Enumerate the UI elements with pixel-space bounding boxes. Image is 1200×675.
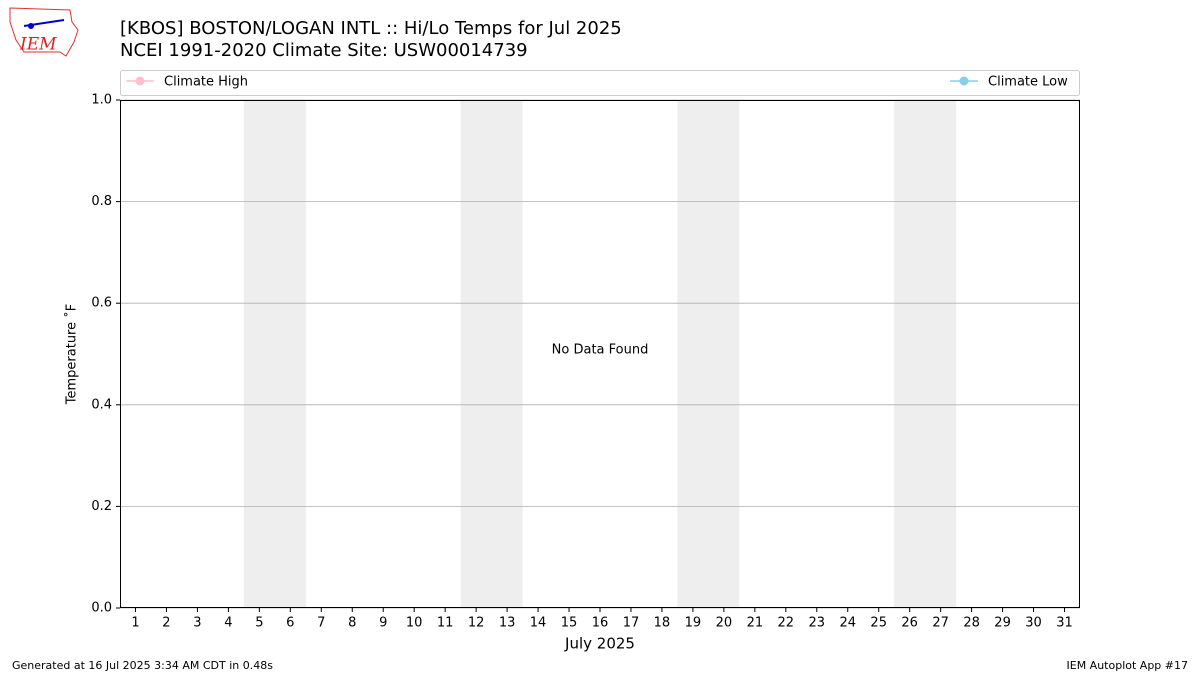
x-tick-label: 16: [592, 616, 609, 631]
shaded-range: [894, 100, 957, 608]
x-tick-label: 30: [1025, 616, 1042, 631]
y-tick-label: 1.0: [91, 93, 112, 108]
x-tick-label: 27: [932, 616, 949, 631]
x-tick-label: 19: [685, 616, 702, 631]
legend-marker: [959, 76, 969, 86]
legend-label: Climate Low: [988, 75, 1068, 90]
x-tick-label: 2: [162, 616, 170, 631]
x-tick-label: 4: [224, 616, 232, 631]
x-tick-label: 7: [317, 616, 325, 631]
shaded-range: [677, 100, 740, 608]
x-tick-label: 22: [778, 616, 795, 631]
x-tick-label: 1: [131, 616, 139, 631]
annotation: No Data Found: [552, 343, 649, 358]
x-tick-label: 28: [963, 616, 980, 631]
x-tick-label: 11: [437, 616, 454, 631]
chart-subtitle: NCEI 1991-2020 Climate Site: USW00014739: [120, 40, 528, 61]
x-tick-label: 5: [255, 616, 263, 631]
x-tick-label: 3: [193, 616, 201, 631]
x-tick-label: 6: [286, 616, 294, 631]
x-tick-label: 8: [348, 616, 356, 631]
logo-dot: [28, 23, 34, 29]
x-tick-label: 25: [870, 616, 887, 631]
x-tick-label: 10: [406, 616, 423, 631]
x-tick-label: 20: [716, 616, 733, 631]
x-tick-label: 17: [623, 616, 640, 631]
legend-label: Climate High: [164, 75, 248, 90]
x-tick-label: 26: [901, 616, 918, 631]
x-tick-label: 13: [499, 616, 516, 631]
y-tick-label: 0.2: [91, 499, 112, 514]
chart-title: [KBOS] BOSTON/LOGAN INTL :: Hi/Lo Temps …: [120, 18, 622, 39]
shaded-range: [243, 100, 306, 608]
x-tick-label: 24: [839, 616, 856, 631]
y-axis-label: Temperature ˚F: [64, 304, 80, 405]
logo-text: IEM: [19, 35, 57, 55]
x-tick-label: 14: [530, 616, 547, 631]
x-tick-label: 21: [747, 616, 764, 631]
x-tick-label: 15: [561, 616, 578, 631]
x-tick-label: 18: [654, 616, 671, 631]
x-axis-label: July 2025: [564, 635, 635, 653]
legend-marker: [135, 76, 145, 86]
shaded-range: [460, 100, 523, 608]
legend-box: [120, 70, 1080, 96]
y-tick-label: 0.4: [91, 397, 112, 412]
x-tick-label: 9: [379, 616, 387, 631]
x-tick-label: 29: [994, 616, 1011, 631]
logo: IEM: [9, 7, 79, 57]
footer-left: Generated at 16 Jul 2025 3:34 AM CDT in …: [12, 659, 273, 672]
x-tick-label: 23: [809, 616, 826, 631]
y-tick-label: 0.8: [91, 194, 112, 209]
footer-right: IEM Autoplot App #17: [1067, 659, 1189, 672]
x-tick-label: 31: [1056, 616, 1073, 631]
plot-frame: [120, 100, 1080, 608]
y-tick-label: 0.6: [91, 296, 112, 311]
y-tick-label: 0.0: [91, 601, 112, 616]
x-tick-label: 12: [468, 616, 485, 631]
